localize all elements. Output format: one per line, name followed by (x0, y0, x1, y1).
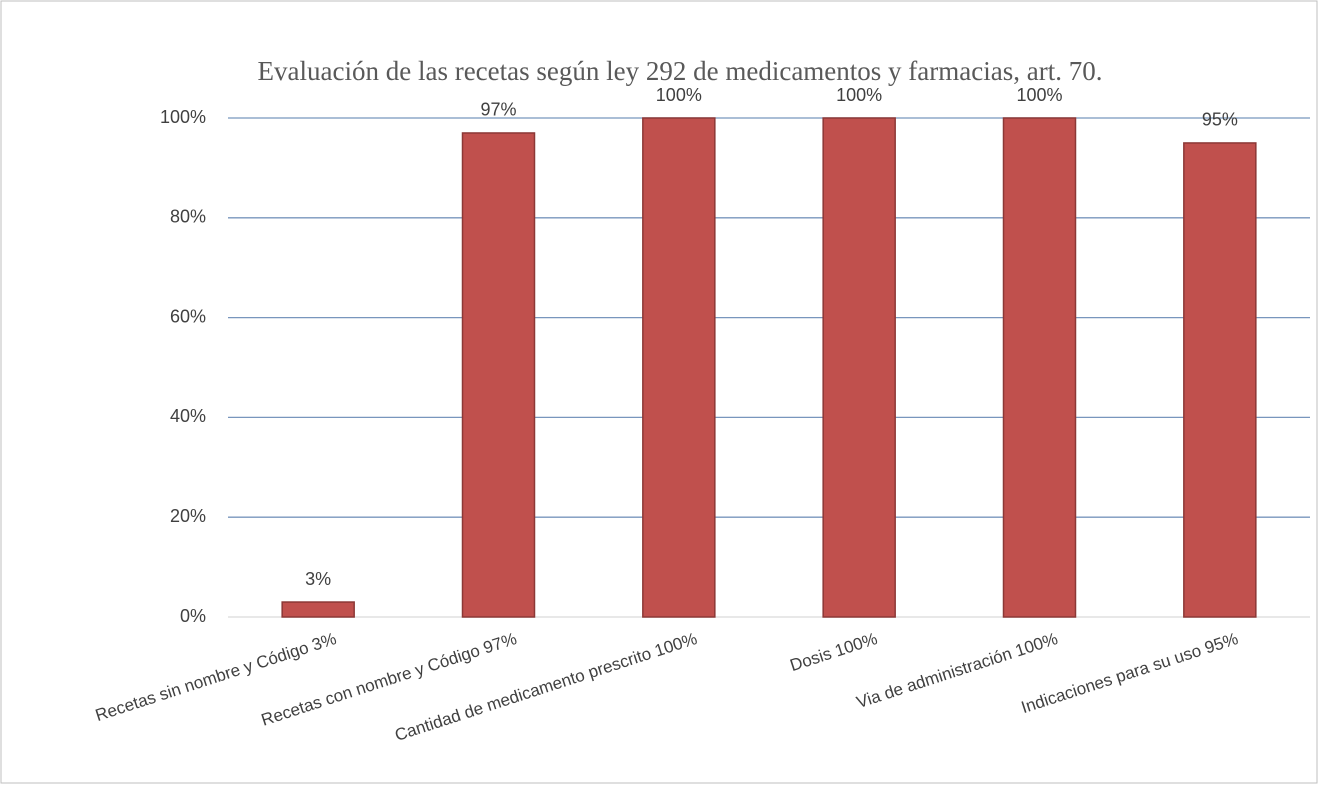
data-label: 97% (480, 100, 516, 120)
chart-title: Evaluación de las recetas según ley 292 … (258, 56, 1103, 86)
y-tick-label: 0% (180, 606, 206, 626)
data-label: 3% (305, 569, 331, 589)
y-tick-label: 100% (160, 107, 206, 127)
bar (642, 117, 716, 618)
y-tick-label: 80% (170, 207, 206, 227)
y-tick-label: 20% (170, 506, 206, 526)
bar (461, 132, 536, 618)
data-label: 100% (836, 85, 882, 105)
bar (281, 601, 355, 618)
bar (1002, 117, 1077, 618)
y-tick-label: 40% (170, 406, 206, 426)
y-tick-label: 60% (170, 306, 206, 326)
bar (822, 117, 896, 618)
data-label: 95% (1202, 110, 1238, 130)
data-label: 100% (1016, 85, 1062, 105)
data-label: 100% (656, 85, 702, 105)
bar (1183, 142, 1257, 618)
